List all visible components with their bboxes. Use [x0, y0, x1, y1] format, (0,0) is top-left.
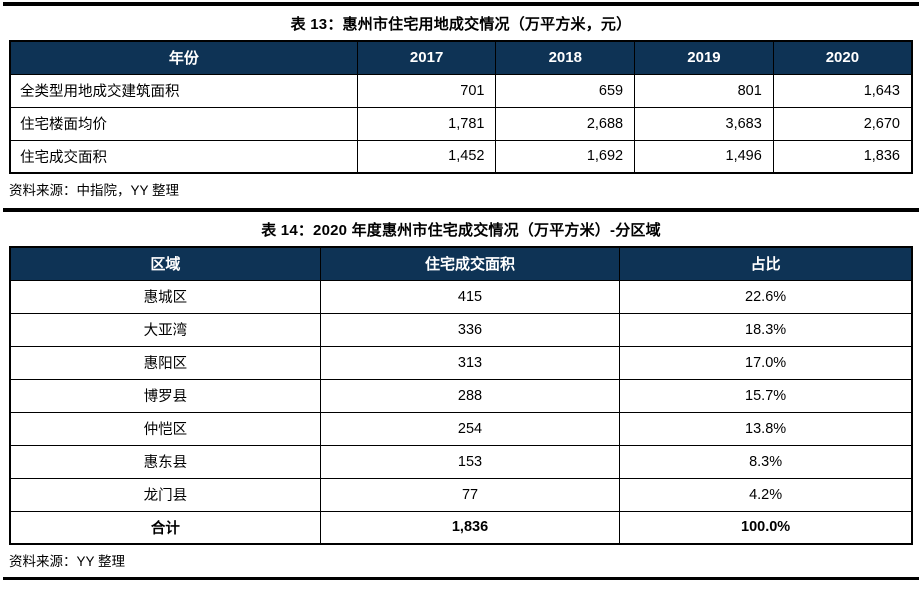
region-name: 惠阳区	[9, 345, 321, 380]
cell-value: 1,643	[772, 73, 913, 108]
cell-value: 77	[319, 477, 621, 512]
table-row: 惠阳区 313 17.0%	[9, 345, 913, 380]
cell-value: 1,452	[356, 139, 497, 174]
table13-header-year: 年份	[9, 40, 358, 75]
middle-divider-rule	[3, 208, 919, 212]
cell-value: 1,781	[356, 106, 497, 141]
row-label: 住宅楼面均价	[9, 106, 358, 141]
cell-value: 801	[634, 73, 774, 108]
cell-value: 415	[319, 279, 621, 314]
row-label: 全类型用地成交建筑面积	[9, 73, 358, 108]
top-divider-rule	[3, 2, 919, 6]
table14-title: 表 14：2020 年度惠州市住宅成交情况（万平方米）-分区域	[261, 222, 661, 239]
cell-value: 153	[319, 444, 621, 479]
table13-header-2019: 2019	[634, 40, 774, 75]
region-name: 仲恺区	[9, 411, 321, 446]
cell-value: 17.0%	[619, 345, 913, 380]
cell-value: 4.2%	[619, 477, 913, 512]
bottom-divider-rule	[3, 577, 919, 580]
cell-value: 15.7%	[619, 378, 913, 413]
region-name: 大亚湾	[9, 312, 321, 347]
cell-value: 1,836	[772, 139, 913, 174]
table13-header-2017: 2017	[356, 40, 497, 75]
table-row: 住宅楼面均价 1,781 2,688 3,683 2,670	[9, 106, 913, 141]
cell-value: 313	[319, 345, 621, 380]
cell-value: 1,496	[634, 139, 774, 174]
row-label: 住宅成交面积	[9, 139, 358, 174]
cell-value: 336	[319, 312, 621, 347]
table-row: 惠东县 153 8.3%	[9, 444, 913, 479]
table14-regional-breakdown: 区域 住宅成交面积 占比 惠城区 415 22.6% 大亚湾 336 18.3%…	[9, 246, 913, 545]
cell-value: 2,688	[495, 106, 636, 141]
cell-value: 288	[319, 378, 621, 413]
table13-title: 表 13：惠州市住宅用地成交情况（万平方米，元）	[290, 16, 632, 33]
cell-value: 3,683	[634, 106, 774, 141]
table-row: 龙门县 77 4.2%	[9, 477, 913, 512]
region-name: 惠城区	[9, 279, 321, 314]
table-total-row: 合计 1,836 100.0%	[9, 510, 913, 545]
table-row: 博罗县 288 15.7%	[9, 378, 913, 413]
cell-value: 254	[319, 411, 621, 446]
table14-header-region: 区域	[9, 246, 321, 281]
table13-source-note: 资料来源：中指院，YY 整理	[9, 183, 180, 198]
cell-value: 701	[356, 73, 497, 108]
table-row: 惠城区 415 22.6%	[9, 279, 913, 314]
total-value: 100.0%	[619, 510, 913, 545]
total-label: 合计	[9, 510, 321, 545]
cell-value: 1,692	[495, 139, 636, 174]
total-value: 1,836	[319, 510, 621, 545]
cell-value: 2,670	[772, 106, 913, 141]
cell-value: 18.3%	[619, 312, 913, 347]
region-name: 惠东县	[9, 444, 321, 479]
table14-header-share: 占比	[619, 246, 913, 281]
table-row: 仲恺区 254 13.8%	[9, 411, 913, 446]
table-row: 大亚湾 336 18.3%	[9, 312, 913, 347]
table-row: 全类型用地成交建筑面积 701 659 801 1,643	[9, 73, 913, 108]
table13-header-2018: 2018	[495, 40, 636, 75]
table13-header-2020: 2020	[772, 40, 913, 75]
table13-land-transactions: 年份 2017 2018 2019 2020 全类型用地成交建筑面积 701 6…	[9, 40, 913, 174]
table-row: 住宅成交面积 1,452 1,692 1,496 1,836	[9, 139, 913, 174]
region-name: 龙门县	[9, 477, 321, 512]
cell-value: 22.6%	[619, 279, 913, 314]
table13-header-row: 年份 2017 2018 2019 2020	[9, 40, 913, 75]
cell-value: 13.8%	[619, 411, 913, 446]
region-name: 博罗县	[9, 378, 321, 413]
table14-header-row: 区域 住宅成交面积 占比	[9, 246, 913, 281]
table14-header-area: 住宅成交面积	[319, 246, 621, 281]
cell-value: 8.3%	[619, 444, 913, 479]
cell-value: 659	[495, 73, 636, 108]
table14-source-note: 资料来源：YY 整理	[9, 554, 126, 569]
